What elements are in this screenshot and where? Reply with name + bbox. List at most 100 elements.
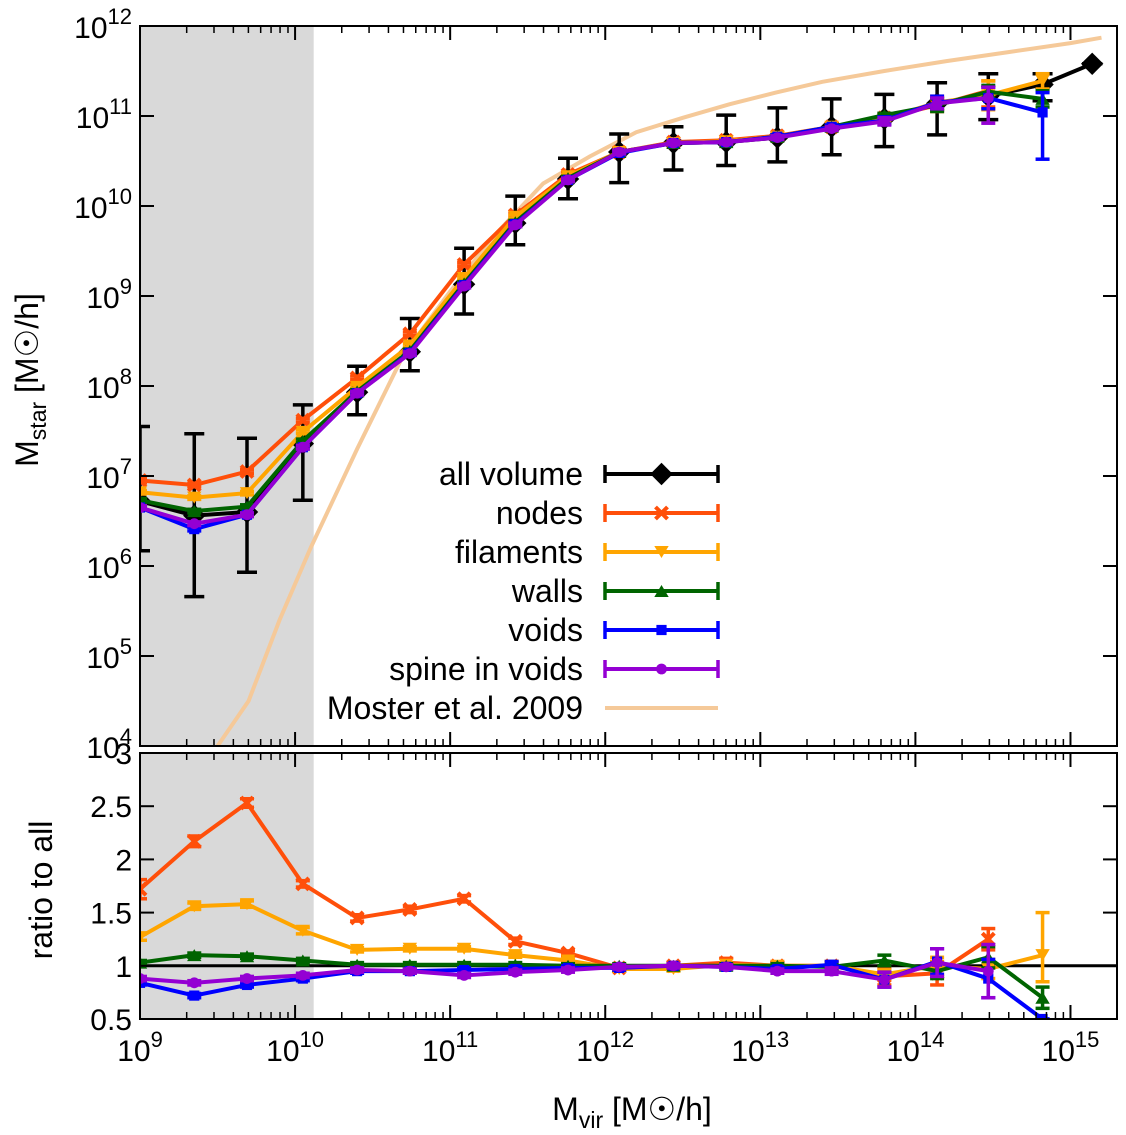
bottom-panel: 0.5 1 1.5 2 2.5 3 109 1010 1011 1012 1013 1014 1015 xyxy=(90,738,1118,1068)
y-tick-label-bottom: 3 xyxy=(115,738,132,771)
legend-marker xyxy=(656,663,667,675)
ratio-point-spine_in_voids xyxy=(140,973,146,984)
ratio-point-nodes xyxy=(295,876,311,892)
ratio-point-spine_in_voids xyxy=(613,961,625,973)
y-tick-label-top: 108 xyxy=(86,364,132,405)
y-tick-label-bottom: 2 xyxy=(115,844,132,877)
ratio-point-spine_in_voids xyxy=(982,965,994,977)
legend-marker xyxy=(654,546,669,558)
ratio-error-bar-filaments xyxy=(1035,910,1050,984)
legend-entry: filaments xyxy=(455,534,720,570)
ratio-point-spine_in_voids xyxy=(241,973,253,984)
legend-label: filaments xyxy=(455,534,583,570)
x-tick-label: 1014 xyxy=(886,1027,944,1068)
ratio-point-spine_in_voids xyxy=(720,961,732,973)
data-point-filaments xyxy=(239,487,255,500)
ratio-point-nodes xyxy=(140,881,148,897)
ratio-point-spine_in_voids xyxy=(297,969,309,981)
y-tick-label-bottom: 1 xyxy=(115,951,132,984)
x-tick-label: 1015 xyxy=(1042,1027,1100,1068)
legend-label: spine in voids xyxy=(389,651,583,687)
top-panel: 104 105 106 107 108 109 1010 1011 1012 all volume… xyxy=(74,4,1118,765)
data-point-filaments xyxy=(140,486,148,499)
ratio-point-voids xyxy=(826,959,837,970)
ratio-point-spine_in_voids xyxy=(562,964,574,976)
data-point-filaments xyxy=(295,425,311,438)
legend-label: Moster et al. 2009 xyxy=(327,690,583,726)
error-bar-all_volume xyxy=(140,424,150,553)
ratio-point-nodes xyxy=(507,933,523,949)
y-axis-title-top: Mstar [M☉/h] xyxy=(9,293,51,467)
error-bar-nodes xyxy=(140,476,147,485)
ratio-point-filaments xyxy=(349,943,365,956)
data-point-spine_in_voids xyxy=(771,132,783,144)
data-point-spine_in_voids xyxy=(458,280,470,292)
legend-entry: nodes xyxy=(496,495,720,531)
ratio-point-nodes xyxy=(402,901,418,917)
y-tick-label-bottom: 1.5 xyxy=(90,898,132,931)
legend-label: nodes xyxy=(496,495,583,531)
data-point-spine_in_voids xyxy=(668,137,679,149)
data-point-nodes xyxy=(186,477,202,493)
data-point-filaments xyxy=(187,491,202,504)
ratio-line-walls xyxy=(140,953,1044,1000)
ratio-point-walls xyxy=(295,954,311,967)
y-tick-label-top: 107 xyxy=(86,454,132,495)
ratio-point-walls xyxy=(239,950,255,963)
moster-curve-group xyxy=(215,35,1102,746)
ratio-point-nodes xyxy=(456,891,472,907)
data-point-spine_in_voids xyxy=(404,348,416,359)
ratio-point-spine_in_voids xyxy=(351,964,363,976)
y-tick-label-bottom: 0.5 xyxy=(90,1004,132,1037)
legend-entry: walls xyxy=(511,573,720,609)
ratio-error-bar-nodes xyxy=(140,877,147,901)
legend-marker xyxy=(656,624,667,636)
bottom-panel-frame xyxy=(139,752,1118,1020)
data-point-voids xyxy=(1037,107,1048,118)
shaded-region-top xyxy=(140,26,314,746)
legend: all volumenodesfilamentswallsvoidsspine … xyxy=(327,456,720,726)
legend-marker xyxy=(654,585,669,597)
ratio-point-walls xyxy=(187,949,202,962)
data-point-spine_in_voids xyxy=(297,441,309,453)
ratio-point-spine_in_voids xyxy=(509,966,521,978)
sun-symbol-x: ☉ xyxy=(648,1091,677,1127)
x-tick-label: 109 xyxy=(117,1027,163,1068)
data-point-spine_in_voids xyxy=(509,219,521,231)
data-point-spine_in_voids xyxy=(826,123,838,134)
y-tick-label-top: 1011 xyxy=(76,94,132,135)
legend-entry: all volume xyxy=(439,456,720,492)
ratio-point-nodes xyxy=(186,833,202,849)
data-point-spine_in_voids xyxy=(982,92,994,104)
data-point-all_volume xyxy=(1080,52,1104,75)
y-tick-label-top: 106 xyxy=(86,544,132,585)
x-tick-label: 1010 xyxy=(266,1027,324,1068)
legend-entry: voids xyxy=(508,612,720,648)
y-tick-label-top: 1012 xyxy=(74,4,132,45)
legend-label: all volume xyxy=(439,456,583,492)
ratio-point-spine_in_voids xyxy=(931,957,943,969)
data-point-spine_in_voids xyxy=(613,146,625,158)
ratio-point-filaments xyxy=(239,898,255,911)
error-bar-voids xyxy=(1035,90,1050,161)
data-point-spine_in_voids xyxy=(878,116,890,127)
ratio-point-walls xyxy=(877,954,892,967)
x-tick-label: 1011 xyxy=(422,1027,478,1068)
y-tick-label-bottom: 2.5 xyxy=(90,791,132,824)
legend-marker xyxy=(654,505,669,521)
data-point-spine_in_voids xyxy=(188,518,200,530)
ratio-point-filaments xyxy=(1035,949,1050,962)
ratio-point-spine_in_voids xyxy=(668,960,679,972)
data-point-walls xyxy=(187,505,202,518)
data-point-filaments xyxy=(1035,74,1050,87)
ratio-point-walls xyxy=(1035,991,1050,1004)
y-axis-title-bottom: ratio to all xyxy=(23,821,59,960)
x-axis-title: Mvir [M☉/h] xyxy=(552,1091,712,1133)
legend-entry: Moster et al. 2009 xyxy=(327,690,718,726)
moster-curve xyxy=(215,35,1102,746)
x-tick-label: 1013 xyxy=(731,1027,789,1068)
data-point-spine_in_voids xyxy=(351,387,363,399)
ratio-point-voids xyxy=(1037,1013,1048,1019)
ratio-point-spine_in_voids xyxy=(458,969,470,981)
ratio-point-filaments xyxy=(508,949,523,962)
